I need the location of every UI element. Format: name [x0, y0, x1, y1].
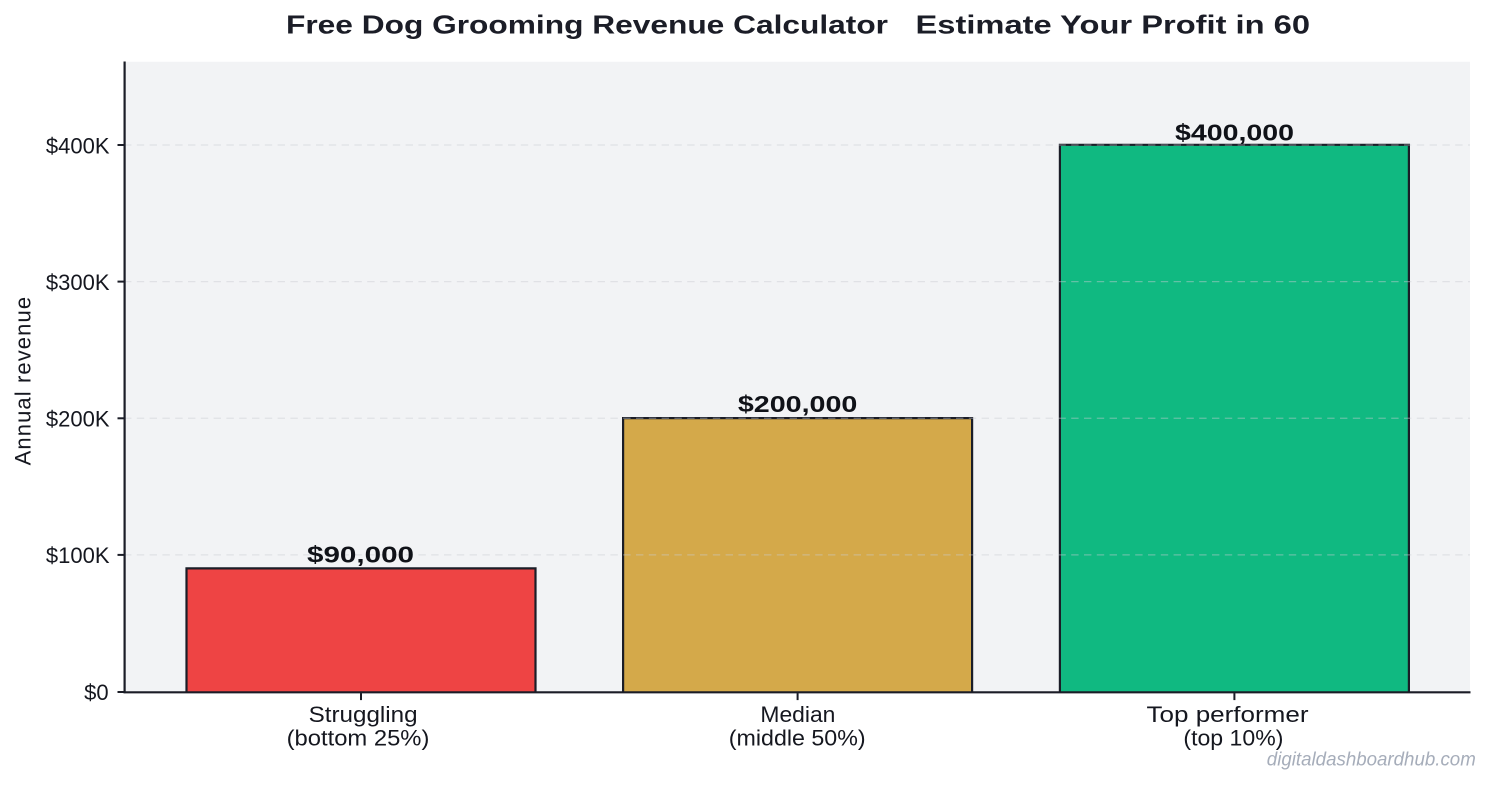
svg-text:$100K: $100K [46, 543, 110, 568]
svg-text:Top performer: Top performer [1147, 702, 1309, 727]
svg-text:$400K: $400K [46, 133, 110, 158]
svg-text:(bottom 25%): (bottom 25%) [287, 726, 430, 751]
svg-text:$200K: $200K [46, 407, 110, 432]
svg-text:$300K: $300K [46, 270, 110, 295]
svg-text:Estimate Your Profit in 60: Estimate Your Profit in 60 [916, 10, 1311, 40]
svg-text:(middle 50%): (middle 50%) [729, 726, 866, 751]
svg-text:$200,000: $200,000 [738, 391, 858, 417]
svg-text:Annual revenue: Annual revenue [11, 296, 36, 466]
svg-text:$400,000: $400,000 [1175, 119, 1294, 145]
svg-text:(top 10%): (top 10%) [1183, 726, 1283, 751]
svg-text:Median: Median [760, 702, 835, 727]
svg-text:Free Dog Grooming Revenue Calc: Free Dog Grooming Revenue Calculator [286, 10, 888, 40]
svg-text:digitaldashboardhub.com: digitaldashboardhub.com [1267, 749, 1476, 771]
svg-text:Struggling: Struggling [309, 702, 418, 727]
svg-text:$90,000: $90,000 [307, 542, 414, 568]
svg-text:$0: $0 [84, 680, 108, 705]
